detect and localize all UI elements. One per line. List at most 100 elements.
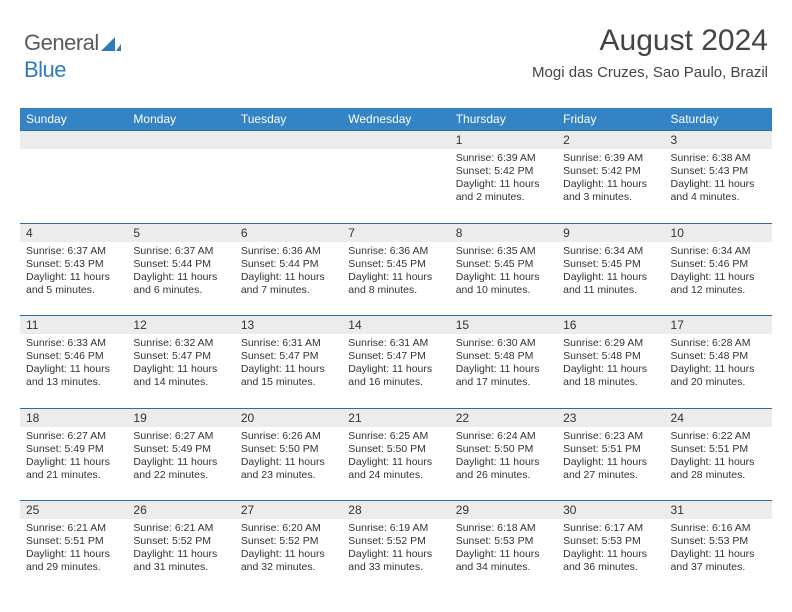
day-number-row: 11121314151617 bbox=[20, 316, 772, 335]
day-details: Sunrise: 6:36 AMSunset: 5:45 PMDaylight:… bbox=[342, 242, 449, 301]
day-number-cell: 1 bbox=[450, 131, 557, 150]
day-number: 30 bbox=[557, 501, 664, 519]
month-title: August 2024 bbox=[532, 24, 768, 58]
day-content-cell: Sunrise: 6:36 AMSunset: 5:44 PMDaylight:… bbox=[235, 242, 342, 316]
day-content-cell: Sunrise: 6:21 AMSunset: 5:51 PMDaylight:… bbox=[20, 519, 127, 593]
calendar-table: SundayMondayTuesdayWednesdayThursdayFrid… bbox=[20, 108, 772, 593]
day-details: Sunrise: 6:39 AMSunset: 5:42 PMDaylight:… bbox=[450, 149, 557, 208]
day-details: Sunrise: 6:18 AMSunset: 5:53 PMDaylight:… bbox=[450, 519, 557, 578]
day-content-cell: Sunrise: 6:25 AMSunset: 5:50 PMDaylight:… bbox=[342, 427, 449, 501]
day-details: Sunrise: 6:21 AMSunset: 5:51 PMDaylight:… bbox=[20, 519, 127, 578]
day-number-cell: 2 bbox=[557, 131, 664, 150]
day-content-cell bbox=[127, 149, 234, 223]
day-details: Sunrise: 6:34 AMSunset: 5:46 PMDaylight:… bbox=[665, 242, 772, 301]
day-content-cell: Sunrise: 6:27 AMSunset: 5:49 PMDaylight:… bbox=[127, 427, 234, 501]
day-details: Sunrise: 6:39 AMSunset: 5:42 PMDaylight:… bbox=[557, 149, 664, 208]
day-details: Sunrise: 6:26 AMSunset: 5:50 PMDaylight:… bbox=[235, 427, 342, 486]
day-details: Sunrise: 6:27 AMSunset: 5:49 PMDaylight:… bbox=[20, 427, 127, 486]
day-details: Sunrise: 6:27 AMSunset: 5:49 PMDaylight:… bbox=[127, 427, 234, 486]
day-number-cell: 30 bbox=[557, 501, 664, 520]
day-number: 14 bbox=[342, 316, 449, 334]
day-content-cell: Sunrise: 6:29 AMSunset: 5:48 PMDaylight:… bbox=[557, 334, 664, 408]
day-content-cell: Sunrise: 6:23 AMSunset: 5:51 PMDaylight:… bbox=[557, 427, 664, 501]
day-number-cell: 18 bbox=[20, 408, 127, 427]
day-number-cell: 17 bbox=[665, 316, 772, 335]
day-number: 19 bbox=[127, 409, 234, 427]
day-number-row: 45678910 bbox=[20, 223, 772, 242]
day-details: Sunrise: 6:31 AMSunset: 5:47 PMDaylight:… bbox=[235, 334, 342, 393]
day-details: Sunrise: 6:31 AMSunset: 5:47 PMDaylight:… bbox=[342, 334, 449, 393]
day-details: Sunrise: 6:37 AMSunset: 5:44 PMDaylight:… bbox=[127, 242, 234, 301]
day-number-cell: 9 bbox=[557, 223, 664, 242]
day-content-cell: Sunrise: 6:16 AMSunset: 5:53 PMDaylight:… bbox=[665, 519, 772, 593]
day-number: 27 bbox=[235, 501, 342, 519]
day-number: 3 bbox=[665, 131, 772, 149]
day-number: 24 bbox=[665, 409, 772, 427]
day-number: 18 bbox=[20, 409, 127, 427]
day-details: Sunrise: 6:25 AMSunset: 5:50 PMDaylight:… bbox=[342, 427, 449, 486]
day-content-cell: Sunrise: 6:28 AMSunset: 5:48 PMDaylight:… bbox=[665, 334, 772, 408]
day-number-cell: 5 bbox=[127, 223, 234, 242]
day-content-cell: Sunrise: 6:24 AMSunset: 5:50 PMDaylight:… bbox=[450, 427, 557, 501]
brand-part1: General bbox=[24, 30, 99, 55]
day-number: 16 bbox=[557, 316, 664, 334]
day-number: 2 bbox=[557, 131, 664, 149]
day-number-cell: 4 bbox=[20, 223, 127, 242]
day-details: Sunrise: 6:37 AMSunset: 5:43 PMDaylight:… bbox=[20, 242, 127, 301]
day-number-cell bbox=[235, 131, 342, 150]
day-number: 10 bbox=[665, 224, 772, 242]
day-number-cell: 13 bbox=[235, 316, 342, 335]
day-content-cell: Sunrise: 6:22 AMSunset: 5:51 PMDaylight:… bbox=[665, 427, 772, 501]
day-details: Sunrise: 6:20 AMSunset: 5:52 PMDaylight:… bbox=[235, 519, 342, 578]
brand-logo: General Blue bbox=[24, 30, 121, 83]
day-number-cell: 23 bbox=[557, 408, 664, 427]
day-content-cell: Sunrise: 6:21 AMSunset: 5:52 PMDaylight:… bbox=[127, 519, 234, 593]
day-details: Sunrise: 6:21 AMSunset: 5:52 PMDaylight:… bbox=[127, 519, 234, 578]
day-details: Sunrise: 6:33 AMSunset: 5:46 PMDaylight:… bbox=[20, 334, 127, 393]
day-number: 28 bbox=[342, 501, 449, 519]
day-number: 20 bbox=[235, 409, 342, 427]
day-content-cell bbox=[235, 149, 342, 223]
day-content-cell: Sunrise: 6:19 AMSunset: 5:52 PMDaylight:… bbox=[342, 519, 449, 593]
day-content-cell: Sunrise: 6:17 AMSunset: 5:53 PMDaylight:… bbox=[557, 519, 664, 593]
day-content-cell: Sunrise: 6:18 AMSunset: 5:53 PMDaylight:… bbox=[450, 519, 557, 593]
day-number-cell: 8 bbox=[450, 223, 557, 242]
day-content-row: Sunrise: 6:39 AMSunset: 5:42 PMDaylight:… bbox=[20, 149, 772, 223]
day-number-cell: 10 bbox=[665, 223, 772, 242]
weekday-header: Tuesday bbox=[235, 108, 342, 131]
day-number-cell: 27 bbox=[235, 501, 342, 520]
day-number-cell: 6 bbox=[235, 223, 342, 242]
day-number: 8 bbox=[450, 224, 557, 242]
day-content-cell: Sunrise: 6:27 AMSunset: 5:49 PMDaylight:… bbox=[20, 427, 127, 501]
day-number: 12 bbox=[127, 316, 234, 334]
weekday-header: Sunday bbox=[20, 108, 127, 131]
day-content-cell: Sunrise: 6:36 AMSunset: 5:45 PMDaylight:… bbox=[342, 242, 449, 316]
location-text: Mogi das Cruzes, Sao Paulo, Brazil bbox=[532, 64, 768, 81]
weekday-header-row: SundayMondayTuesdayWednesdayThursdayFrid… bbox=[20, 108, 772, 131]
day-number: 29 bbox=[450, 501, 557, 519]
day-number: 21 bbox=[342, 409, 449, 427]
day-content-cell: Sunrise: 6:33 AMSunset: 5:46 PMDaylight:… bbox=[20, 334, 127, 408]
day-number: 17 bbox=[665, 316, 772, 334]
weekday-header: Thursday bbox=[450, 108, 557, 131]
day-number-cell: 14 bbox=[342, 316, 449, 335]
day-details: Sunrise: 6:30 AMSunset: 5:48 PMDaylight:… bbox=[450, 334, 557, 393]
day-number-cell bbox=[342, 131, 449, 150]
day-number: 6 bbox=[235, 224, 342, 242]
day-number-cell bbox=[127, 131, 234, 150]
day-content-cell: Sunrise: 6:37 AMSunset: 5:44 PMDaylight:… bbox=[127, 242, 234, 316]
day-content-cell: Sunrise: 6:30 AMSunset: 5:48 PMDaylight:… bbox=[450, 334, 557, 408]
day-content-cell bbox=[342, 149, 449, 223]
day-number: 1 bbox=[450, 131, 557, 149]
day-content-cell: Sunrise: 6:39 AMSunset: 5:42 PMDaylight:… bbox=[450, 149, 557, 223]
day-details: Sunrise: 6:34 AMSunset: 5:45 PMDaylight:… bbox=[557, 242, 664, 301]
day-content-cell bbox=[20, 149, 127, 223]
day-content-row: Sunrise: 6:37 AMSunset: 5:43 PMDaylight:… bbox=[20, 242, 772, 316]
day-number: 15 bbox=[450, 316, 557, 334]
day-number-cell: 20 bbox=[235, 408, 342, 427]
day-details: Sunrise: 6:24 AMSunset: 5:50 PMDaylight:… bbox=[450, 427, 557, 486]
day-number-cell: 29 bbox=[450, 501, 557, 520]
brand-part2: Blue bbox=[24, 57, 66, 82]
weekday-header: Friday bbox=[557, 108, 664, 131]
header-right: August 2024 Mogi das Cruzes, Sao Paulo, … bbox=[532, 24, 768, 81]
